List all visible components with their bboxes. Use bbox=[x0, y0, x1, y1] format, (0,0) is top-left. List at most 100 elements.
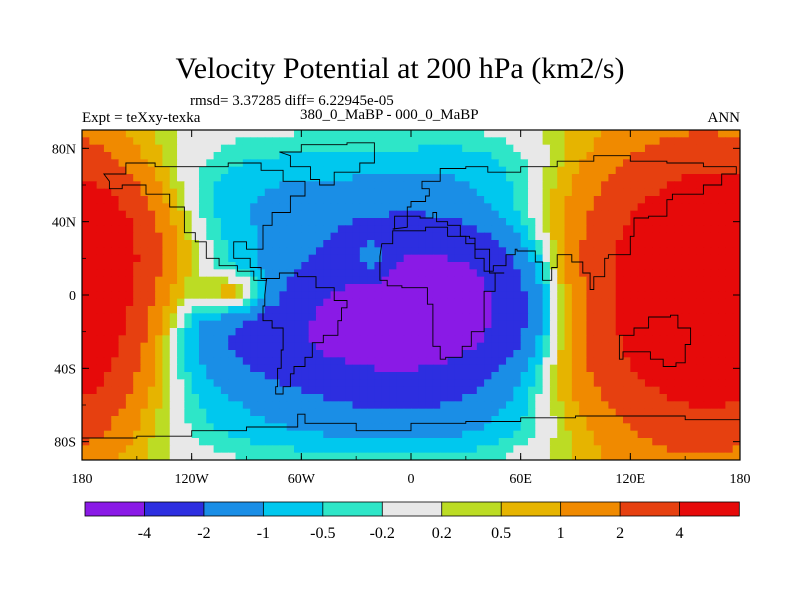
field-cell bbox=[586, 240, 595, 248]
field-cell bbox=[732, 350, 740, 358]
field-cell bbox=[425, 408, 434, 417]
field-cell bbox=[549, 430, 558, 439]
field-cell bbox=[674, 188, 683, 197]
field-cell bbox=[396, 181, 405, 190]
y-tick-label: 80S bbox=[54, 436, 76, 451]
field-cell bbox=[520, 320, 529, 329]
field-cell bbox=[557, 313, 566, 322]
field-cell bbox=[96, 357, 105, 366]
field-cell bbox=[162, 416, 171, 424]
field-cell bbox=[411, 328, 419, 336]
field-cell bbox=[586, 254, 595, 263]
field-cell bbox=[198, 144, 207, 153]
field-cell bbox=[688, 137, 697, 146]
field-cell bbox=[425, 159, 434, 168]
field-cell bbox=[82, 452, 90, 460]
field-cell bbox=[403, 188, 412, 197]
field-cell bbox=[381, 159, 390, 168]
field-cell bbox=[374, 262, 383, 270]
field-cell bbox=[491, 445, 500, 454]
field-cell bbox=[103, 328, 112, 336]
field-cell bbox=[710, 335, 719, 344]
field-cell bbox=[425, 247, 434, 256]
field-cell bbox=[586, 423, 595, 432]
field-cell bbox=[681, 291, 690, 300]
field-cell bbox=[447, 166, 456, 175]
field-cell bbox=[381, 394, 390, 402]
field-cell bbox=[264, 130, 273, 138]
field-cell bbox=[133, 269, 142, 278]
field-cell bbox=[198, 269, 207, 278]
field-cell bbox=[520, 335, 529, 344]
field-cell bbox=[411, 401, 419, 410]
field-cell bbox=[352, 144, 361, 153]
field-cell bbox=[198, 137, 207, 146]
field-cell bbox=[103, 452, 112, 460]
field-cell bbox=[374, 159, 383, 168]
field-cell bbox=[147, 203, 156, 212]
field-cell bbox=[147, 254, 156, 263]
field-cell bbox=[535, 430, 544, 439]
field-cell bbox=[352, 218, 361, 226]
field-cell bbox=[337, 416, 346, 424]
field-cell bbox=[389, 181, 397, 190]
field-cell bbox=[498, 306, 507, 314]
field-cell bbox=[586, 137, 595, 146]
field-cell bbox=[272, 152, 280, 160]
field-cell bbox=[432, 408, 441, 417]
field-cell bbox=[206, 328, 215, 336]
field-cell bbox=[272, 262, 280, 270]
field-cell bbox=[169, 372, 178, 380]
field-cell bbox=[681, 335, 690, 344]
field-cell bbox=[184, 144, 193, 153]
field-cell bbox=[659, 328, 668, 336]
field-cell bbox=[484, 284, 493, 292]
field-cell bbox=[520, 276, 529, 285]
field-cell bbox=[623, 203, 631, 212]
field-cell bbox=[184, 240, 193, 248]
field-cell bbox=[411, 298, 419, 307]
field-cell bbox=[527, 232, 536, 241]
field-cell bbox=[103, 320, 112, 329]
field-cell bbox=[630, 430, 639, 439]
field-cell bbox=[323, 445, 332, 454]
field-cell bbox=[447, 269, 456, 278]
field-cell bbox=[111, 313, 120, 322]
field-cell bbox=[623, 276, 631, 285]
field-cell bbox=[637, 262, 646, 270]
field-cell bbox=[432, 247, 441, 256]
field-cell bbox=[330, 401, 339, 410]
field-cell bbox=[235, 335, 244, 344]
field-cell bbox=[177, 130, 185, 138]
field-cell bbox=[703, 423, 712, 432]
field-cell bbox=[337, 423, 346, 432]
field-cell bbox=[703, 152, 712, 160]
field-cell bbox=[213, 218, 222, 226]
field-cell bbox=[681, 401, 690, 410]
field-cell bbox=[454, 430, 463, 439]
field-cell bbox=[703, 313, 712, 322]
field-cell bbox=[374, 320, 383, 329]
field-cell bbox=[725, 232, 734, 241]
field-cell bbox=[564, 291, 573, 300]
field-cell bbox=[228, 137, 237, 146]
field-cell bbox=[527, 394, 536, 402]
field-cell bbox=[323, 372, 332, 380]
field-cell bbox=[659, 159, 668, 168]
field-cell bbox=[586, 218, 595, 226]
field-cell bbox=[125, 291, 134, 300]
field-cell bbox=[579, 445, 588, 454]
field-cell bbox=[257, 438, 266, 446]
field-cell bbox=[535, 320, 544, 329]
field-cell bbox=[228, 284, 237, 292]
field-cell bbox=[718, 225, 726, 234]
field-cell bbox=[535, 394, 544, 402]
field-cell bbox=[125, 445, 134, 454]
field-cell bbox=[571, 181, 580, 190]
field-cell bbox=[147, 401, 156, 410]
field-cell bbox=[89, 137, 98, 146]
field-cell bbox=[103, 159, 112, 168]
field-cell bbox=[418, 298, 427, 307]
colorbar-label: -0.5 bbox=[310, 525, 335, 542]
field-cell bbox=[542, 306, 551, 314]
